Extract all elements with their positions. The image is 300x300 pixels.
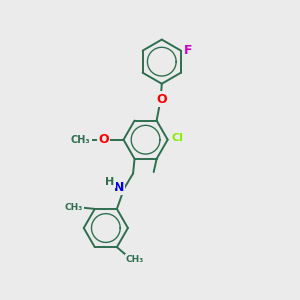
Text: O: O [98,133,109,146]
Text: Cl: Cl [171,133,183,143]
Text: N: N [114,181,124,194]
Text: CH₃: CH₃ [64,203,83,212]
Text: O: O [156,93,166,106]
Text: H: H [106,177,115,187]
Text: F: F [184,44,193,56]
Text: CH₃: CH₃ [125,255,144,264]
Text: CH₃: CH₃ [71,135,91,145]
